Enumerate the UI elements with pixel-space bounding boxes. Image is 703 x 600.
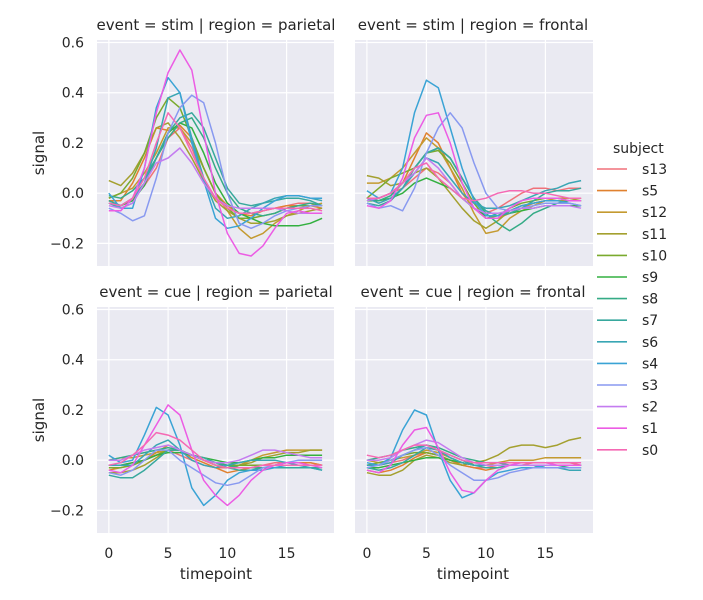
- series-line-s0-panel-1: [366, 162, 582, 202]
- panel-2-title: event = cue | region = parietal: [99, 283, 332, 301]
- panel-1-title: event = stim | region = frontal: [358, 16, 588, 34]
- series-line-s6-panel-1: [366, 157, 582, 209]
- y-tick-label-2-2: 0.2: [62, 403, 84, 419]
- series-line-s3-panel-3: [366, 446, 582, 482]
- x-tick-label-2-1: 5: [164, 546, 173, 562]
- legend-label-s13: s13: [642, 162, 667, 178]
- legend-label-s11: s11: [642, 227, 667, 243]
- panel-1-background: [355, 40, 593, 266]
- y-tick-label-0-2: 0.2: [62, 136, 84, 152]
- legend-label-s8: s8: [642, 292, 658, 308]
- y-tick-label-2-0: −0.2: [50, 503, 84, 519]
- y-tick-label-2-3: 0.4: [62, 353, 84, 369]
- x-tick-label-3-0: 0: [362, 546, 371, 562]
- x-tick-label-3-1: 5: [422, 546, 431, 562]
- series-lines: [108, 49, 582, 507]
- series-line-s0-panel-2: [108, 431, 323, 469]
- y-tick-label-2-1: 0.0: [62, 453, 84, 469]
- x-tick-label-3-3: 15: [536, 546, 554, 562]
- x-axis-label-right: timepoint: [437, 565, 509, 583]
- series-line-s0-panel-0: [108, 112, 323, 215]
- x-tick-label-3-2: 10: [477, 546, 495, 562]
- x-tick-label-2-3: 15: [278, 546, 296, 562]
- legend: subject s13 s5 s12 s11 s10 s9 s8 s7 s6 s4 s3 s2 s1 s0: [597, 141, 667, 459]
- legend-label-s4: s4: [642, 356, 658, 372]
- legend-label-s10: s10: [642, 248, 667, 264]
- legend-label-s2: s2: [642, 400, 658, 416]
- panel-0-background: [97, 40, 334, 266]
- legend-title: subject: [613, 141, 664, 157]
- legend-label-s7: s7: [642, 313, 658, 329]
- y-axis-label-top: signal: [30, 131, 48, 175]
- series-line-s3-panel-1: [366, 112, 582, 212]
- panel-3-title: event = cue | region = frontal: [361, 283, 586, 301]
- y-axis-label-bottom: signal: [30, 398, 48, 442]
- legend-label-s12: s12: [642, 205, 667, 221]
- y-tick-label-0-1: 0.0: [62, 186, 84, 202]
- panel-2-background: [97, 307, 334, 533]
- series-line-s2-panel-2: [108, 444, 323, 464]
- y-tick-label-0-3: 0.4: [62, 86, 84, 102]
- x-tick-label-2-2: 10: [218, 546, 236, 562]
- legend-label-s9: s9: [642, 270, 658, 286]
- tick-labels: −0.2 0.0 0.2 0.4 0.6 −0.2 0.0 0.2 0.4 0.6 0 5 10 15 0 5…: [50, 36, 554, 562]
- panel-0-title: event = stim | region = parietal: [97, 16, 336, 34]
- x-tick-label-2-0: 0: [104, 546, 113, 562]
- legend-label-s0: s0: [642, 443, 658, 459]
- panel-3-background: [355, 307, 593, 533]
- series-line-s1-panel-0: [108, 49, 323, 257]
- series-line-s0-panel-3: [366, 444, 582, 464]
- legend-label-s1: s1: [642, 421, 658, 437]
- y-tick-label-2-4: 0.6: [62, 303, 84, 319]
- legend-label-s3: s3: [642, 378, 658, 394]
- x-axis-label-left: timepoint: [180, 565, 252, 583]
- y-tick-label-0-4: 0.6: [62, 36, 84, 52]
- series-line-s9-panel-0: [108, 122, 323, 227]
- legend-label-s5: s5: [642, 184, 658, 200]
- series-line-s1-panel-1: [366, 112, 582, 220]
- y-tick-label-0-0: −0.2: [50, 236, 84, 252]
- legend-label-s6: s6: [642, 335, 658, 351]
